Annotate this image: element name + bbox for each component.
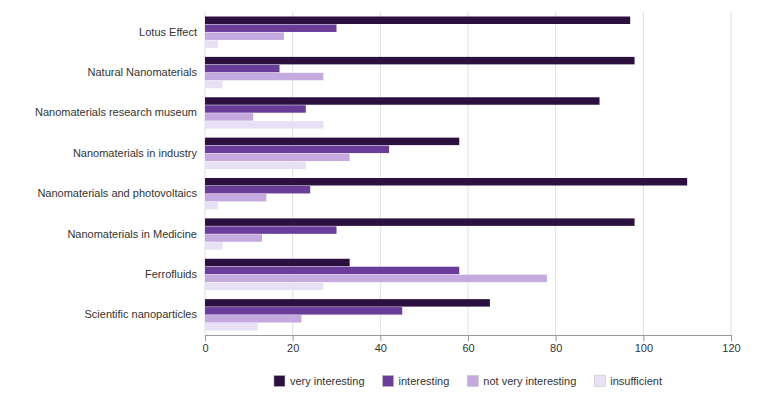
legend-label: very interesting (290, 375, 365, 387)
bar (205, 299, 490, 306)
tick-label: 100 (635, 342, 653, 354)
tick-mark (468, 335, 469, 341)
plot-area: 0 20 40 60 80 100 120 Scientific nanoparticles F… (35, 12, 741, 354)
grid-line (643, 12, 644, 335)
bar (205, 162, 306, 169)
tick-label: Nanomaterials research museum (35, 106, 197, 118)
bar (205, 226, 337, 233)
bar-series (205, 32, 547, 322)
bar (205, 57, 635, 64)
bar (205, 24, 337, 31)
bar (205, 81, 223, 88)
bar (205, 315, 301, 322)
bar (205, 97, 600, 104)
tick-mark (380, 335, 381, 341)
tick-mark (731, 335, 732, 341)
tick: Scientific nanoparticles (84, 308, 205, 320)
x-axis: 0 20 40 60 80 100 120 (202, 335, 740, 354)
tick: 0 (202, 335, 208, 354)
tick-label: 80 (550, 342, 562, 354)
tick-mark (556, 335, 557, 341)
bar (205, 267, 459, 274)
bar (205, 194, 266, 201)
tick: Ferrofluids (145, 268, 205, 280)
legend-swatch (274, 376, 285, 387)
tick: Nanomaterials in Medicine (67, 228, 205, 240)
bar (205, 146, 389, 153)
bar (205, 218, 635, 225)
tick: 120 (722, 335, 740, 354)
chart: 0 20 40 60 80 100 120 Scientific nanoparticles F… (0, 0, 757, 399)
tick-label: Nanomaterials and photovoltaics (37, 187, 197, 199)
bar (205, 323, 258, 330)
tick: Lotus Effect (139, 26, 205, 38)
tick-label: Ferrofluids (145, 268, 197, 280)
legend-label: not very interesting (483, 375, 576, 387)
bar (205, 307, 402, 314)
tick: 20 (287, 335, 299, 354)
tick: 80 (550, 335, 562, 354)
tick-mark (643, 335, 644, 341)
bar (205, 105, 306, 112)
tick: Natural Nanomaterials (88, 66, 205, 78)
bar (205, 202, 218, 209)
bar-series (205, 40, 323, 330)
legend-item: very interesting (274, 375, 365, 387)
tick-label: Nanomaterials in Medicine (67, 228, 197, 240)
legend: very interesting interesting not very inte… (274, 375, 662, 387)
legend-swatch (594, 376, 605, 387)
tick-label: Scientific nanoparticles (84, 308, 197, 320)
tick-label: 0 (202, 342, 208, 354)
bar (205, 234, 262, 241)
bar (205, 73, 323, 80)
legend-item: insufficient (594, 375, 662, 387)
legend-label: interesting (399, 375, 450, 387)
bar (205, 17, 630, 24)
tick: Nanomaterials research museum (35, 106, 205, 118)
grid-line (731, 12, 732, 335)
bar (205, 259, 350, 266)
tick-label: Natural Nanomaterials (88, 66, 198, 78)
legend-item: not very interesting (467, 375, 576, 387)
legend-item: interesting (383, 375, 450, 387)
tick-label: Lotus Effect (139, 26, 197, 38)
tick: 100 (635, 335, 653, 354)
bar (205, 154, 350, 161)
legend-swatch (467, 376, 478, 387)
tick-mark (205, 335, 206, 341)
legend-label: insufficient (610, 375, 662, 387)
tick: Nanomaterials in industry (73, 147, 205, 159)
bar (205, 138, 459, 145)
tick-label: Nanomaterials in industry (73, 147, 198, 159)
legend-swatch (383, 376, 394, 387)
bar-series (205, 17, 687, 307)
bar (205, 186, 310, 193)
bar (205, 121, 323, 128)
tick: 40 (375, 335, 387, 354)
axis-line (206, 336, 732, 342)
tick: 60 (462, 335, 474, 354)
bar (205, 32, 284, 39)
bar (205, 242, 223, 249)
tick-label: 120 (722, 342, 740, 354)
bars (205, 17, 687, 331)
bar (205, 283, 323, 290)
bar (205, 178, 687, 185)
bar (205, 65, 280, 72)
tick-label: 60 (462, 342, 474, 354)
tick-label: 40 (375, 342, 387, 354)
y-axis: Scientific nanoparticles Ferrofluids Nanom… (35, 26, 205, 321)
tick-label: 20 (287, 342, 299, 354)
bar (205, 40, 218, 47)
bar (205, 113, 253, 120)
bar-series (205, 24, 459, 314)
tick: Nanomaterials and photovoltaics (37, 187, 205, 199)
bar (205, 275, 547, 282)
grid (205, 12, 731, 335)
tick-mark (293, 335, 294, 341)
